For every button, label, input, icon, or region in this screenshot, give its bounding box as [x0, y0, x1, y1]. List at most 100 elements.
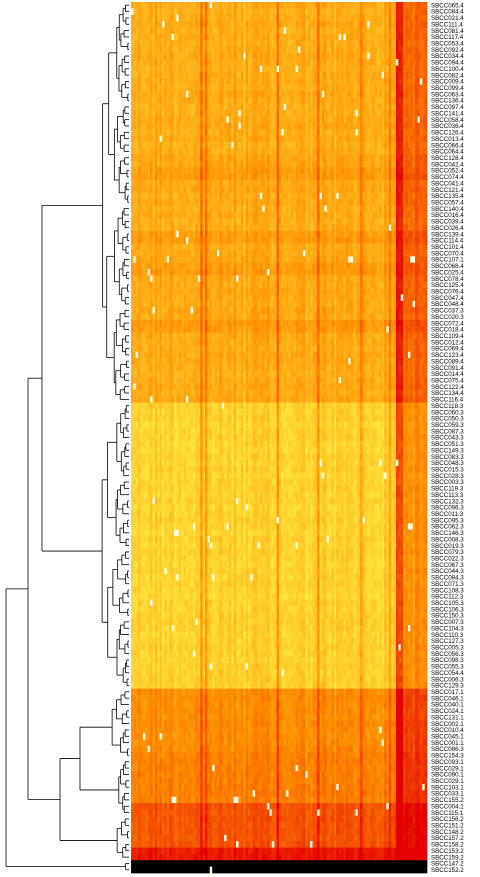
heatmap-cell: [205, 78, 208, 85]
heatmap-cell: [384, 103, 387, 111]
heatmap-cell: [290, 46, 294, 54]
heatmap-cell: [209, 160, 213, 168]
heatmap-cell: [286, 199, 289, 206]
heatmap-cell: [226, 192, 230, 200]
heatmap-cell: [407, 199, 411, 206]
heatmap-cell: [252, 27, 256, 35]
heatmap-cell: [226, 14, 230, 22]
heatmap-cell: [364, 52, 368, 60]
heatmap-cell: [341, 84, 344, 92]
heatmap-cell: [417, 14, 421, 22]
heatmap-cell: [200, 8, 203, 16]
heatmap-cell: [173, 199, 177, 206]
heatmap-cell: [374, 116, 378, 124]
heatmap-cell: [283, 199, 287, 206]
heatmap-cell: [410, 205, 414, 213]
heatmap-cell: [422, 173, 425, 181]
heatmap-cell: [205, 33, 208, 41]
heatmap-cell: [314, 40, 318, 47]
heatmap-cell: [345, 135, 349, 143]
heatmap-cell: [424, 40, 428, 47]
heatmap-cell: [142, 192, 146, 200]
heatmap-cell: [295, 129, 299, 136]
heatmap-cell: [331, 173, 335, 181]
heatmap-cell: [353, 148, 356, 155]
heatmap-cell: [319, 167, 323, 175]
heatmap-cell: [324, 21, 328, 28]
heatmap-cell: [154, 40, 158, 47]
heatmap-cell: [310, 97, 313, 105]
heatmap-cell: [293, 65, 297, 73]
heatmap-cell: [319, 110, 323, 117]
heatmap-cell: [353, 205, 356, 213]
heatmap-cell: [233, 52, 237, 60]
heatmap-cell: [190, 52, 194, 60]
heatmap-cell: [243, 78, 246, 85]
heatmap-cell: [250, 52, 254, 60]
heatmap-cell: [183, 21, 187, 28]
heatmap-cell: [293, 154, 297, 162]
heatmap-cell: [343, 21, 347, 28]
heatmap-cell: [173, 230, 177, 238]
heatmap-cell: [205, 141, 208, 149]
heatmap-cell: [364, 211, 368, 219]
heatmap-cell: [415, 52, 418, 60]
heatmap-cell: [212, 21, 215, 28]
heatmap-cell: [159, 180, 163, 187]
heatmap-cell: [329, 46, 332, 54]
heatmap-cell: [271, 27, 275, 35]
heatmap-cell: [152, 2, 156, 9]
heatmap-cell: [319, 52, 323, 60]
heatmap-cell: [398, 122, 402, 130]
heatmap-cell: [353, 97, 356, 105]
heatmap-cell: [326, 2, 330, 9]
heatmap-cell: [178, 91, 182, 98]
heatmap-cell: [331, 52, 335, 60]
heatmap-cell: [381, 173, 385, 181]
heatmap-cell: [374, 65, 378, 73]
heatmap-cell: [214, 110, 218, 117]
heatmap-cell: [228, 141, 232, 149]
heatmap-cell: [169, 21, 172, 28]
heatmap-cell: [183, 91, 187, 98]
heatmap-cell: [236, 14, 239, 22]
heatmap-cell: [157, 52, 160, 60]
heatmap-cell: [348, 27, 351, 35]
heatmap-cell: [147, 154, 151, 162]
heatmap-cell: [176, 224, 180, 232]
heatmap-cell: [176, 230, 180, 238]
heatmap-cell: [209, 59, 213, 66]
heatmap-cell: [226, 84, 230, 92]
heatmap-cell: [379, 110, 382, 117]
heatmap-cell: [193, 78, 196, 85]
heatmap-cell: [231, 224, 234, 232]
heatmap-cell: [422, 21, 425, 28]
heatmap-cell: [279, 2, 282, 9]
heatmap-cell: [400, 2, 404, 9]
heatmap-cell: [166, 2, 170, 9]
heatmap-cell: [350, 205, 354, 213]
heatmap-cell: [317, 71, 320, 79]
heatmap-cell: [345, 91, 349, 98]
heatmap-cell: [133, 46, 137, 54]
heatmap-cell: [422, 52, 425, 60]
heatmap-cell: [419, 103, 423, 111]
heatmap-cell: [262, 97, 266, 105]
heatmap-cell: [181, 135, 184, 143]
heatmap-cell: [205, 14, 208, 22]
heatmap-cell: [154, 135, 158, 143]
heatmap-cell: [135, 218, 139, 225]
heatmap-cell: [391, 59, 394, 66]
heatmap-cell: [150, 27, 153, 35]
heatmap-cell: [252, 40, 256, 47]
heatmap-cell: [214, 84, 218, 92]
heatmap-cell: [341, 224, 344, 232]
heatmap-cell: [238, 84, 242, 92]
heatmap-cell: [264, 224, 268, 232]
heatmap-cell: [178, 84, 182, 92]
heatmap-cell: [295, 167, 299, 175]
heatmap-cell: [324, 218, 328, 225]
heatmap-cell: [133, 154, 137, 162]
heatmap-cell: [238, 122, 242, 130]
heatmap-cell: [159, 97, 163, 105]
